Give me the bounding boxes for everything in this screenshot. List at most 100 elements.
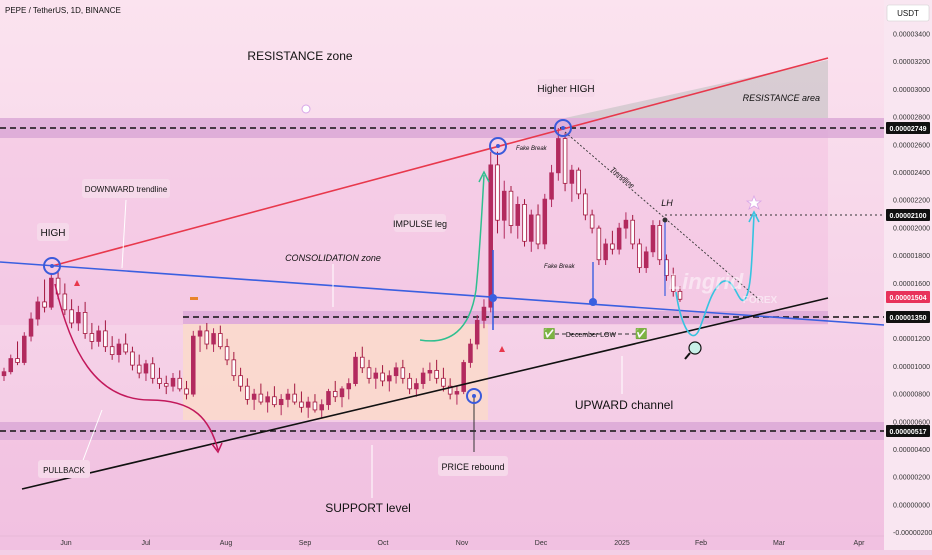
candle-body <box>245 385 250 400</box>
candle-body <box>353 356 358 384</box>
candle-body <box>278 398 284 406</box>
candle-body <box>89 333 95 342</box>
high-circle <box>43 257 61 275</box>
candle-body <box>76 312 81 324</box>
candle-body <box>481 306 487 321</box>
pullback-arrow <box>54 283 219 451</box>
candle-body <box>62 293 68 311</box>
y-tick-label: 0.00003000 <box>893 87 930 94</box>
fake-break-top-label: Fake Break <box>516 146 548 152</box>
candle-body <box>136 364 142 374</box>
rocket-icon-2 <box>74 280 80 286</box>
candle-body <box>630 219 635 245</box>
x-tick-label: Feb <box>695 540 707 547</box>
candle-body <box>49 277 54 308</box>
support-level-label: SUPPORT level <box>325 501 411 515</box>
price-tags: 0.00002749 0.00002100 0.00001504 0.00001350… <box>886 122 930 437</box>
dotted-lh-trendline <box>564 131 763 303</box>
symbol-header: PEPE / TetherUS, 1D, BINANCE <box>5 6 121 15</box>
candle-body <box>657 225 662 261</box>
y-tick-label: -0.00000200 <box>893 530 932 537</box>
candle-body <box>643 251 649 269</box>
candle-body <box>184 388 189 395</box>
check-icon-left: ✅ <box>543 327 555 340</box>
candle-body <box>319 404 324 411</box>
y-tick-label: 0.00001200 <box>893 336 930 343</box>
price-tag-box <box>886 291 930 303</box>
pullback-label-bg <box>38 460 90 478</box>
candles-layer <box>1 128 683 418</box>
candle-body <box>393 367 399 377</box>
downward-pointer <box>121 199 127 269</box>
candle-body <box>556 138 561 174</box>
currency-badge[interactable]: USDT <box>897 9 919 18</box>
candle-body <box>562 138 568 184</box>
candle-body <box>616 227 622 250</box>
december-low-label: December LOW <box>566 332 617 339</box>
candle-body <box>339 388 345 398</box>
arrows-layer <box>54 170 760 498</box>
y-tick-label: 0.00000000 <box>893 502 930 509</box>
candle-body <box>211 333 216 345</box>
resistance-area-label: RESISTANCE area <box>743 93 820 103</box>
markers-layer: ✅ ✅ <box>43 104 763 404</box>
candle-body <box>603 243 608 261</box>
candle-body <box>197 330 203 337</box>
candle-body <box>529 214 534 242</box>
y-tick-label: 0.00002800 <box>893 115 930 122</box>
candle-body <box>623 219 629 229</box>
candle-body <box>163 383 169 387</box>
candle-body <box>42 301 47 308</box>
candle-body <box>420 372 426 384</box>
candle-body <box>143 363 149 374</box>
x-tick-label: Nov <box>456 540 469 547</box>
candle-body <box>380 372 385 382</box>
candle-body <box>150 363 155 379</box>
candle-body <box>373 372 379 379</box>
pullback-label: PULLBACK <box>43 466 85 475</box>
price-tag-label: 0.00000517 <box>890 429 927 436</box>
candle-body <box>177 377 183 390</box>
candle-body <box>218 333 223 348</box>
fake-break-circle <box>489 137 507 155</box>
candle-body <box>414 383 419 390</box>
x-tick-label: Sep <box>299 540 312 547</box>
y-tick-label: 0.00000200 <box>893 475 930 482</box>
downward-label-bg <box>82 179 170 198</box>
candle-body <box>589 214 595 229</box>
watermark-brand: Lingrid <box>669 269 744 294</box>
downward-trendline-label: DOWNWARD trendline <box>85 185 168 194</box>
candle-body <box>610 243 615 250</box>
higher-high-circle <box>554 119 572 137</box>
y-tick-label: 0.00002200 <box>893 198 930 205</box>
star-icon <box>745 194 763 210</box>
candle-body <box>387 375 392 382</box>
candle-body <box>677 290 683 300</box>
candle-body <box>407 377 412 390</box>
candle-body <box>468 343 473 363</box>
candle-body <box>488 164 493 308</box>
trendlines <box>0 57 885 490</box>
candle-body <box>515 204 521 226</box>
lh-dot <box>662 217 668 223</box>
currency-badge-box[interactable] <box>886 4 930 22</box>
y-tick-label: 0.00002600 <box>893 142 930 149</box>
candle-body <box>360 356 365 369</box>
y-tick-label: 0.00003400 <box>893 32 930 39</box>
candle-body <box>130 351 135 366</box>
impulse-dot <box>489 294 497 302</box>
candle-body <box>224 346 230 361</box>
candle-body <box>441 377 446 387</box>
consolidation-zone-label: CONSOLIDATION zone <box>285 253 381 263</box>
y-tick-label: 0.00000400 <box>893 447 930 454</box>
candle-body <box>123 343 128 353</box>
candle-body <box>596 227 602 261</box>
projection-path <box>675 214 755 337</box>
blue-downward-trendline <box>0 261 885 326</box>
x-tick-label: Aug <box>220 540 233 547</box>
y-tick-label: 0.00001000 <box>893 364 930 371</box>
candle-body <box>400 367 406 379</box>
high-dot <box>50 264 54 268</box>
